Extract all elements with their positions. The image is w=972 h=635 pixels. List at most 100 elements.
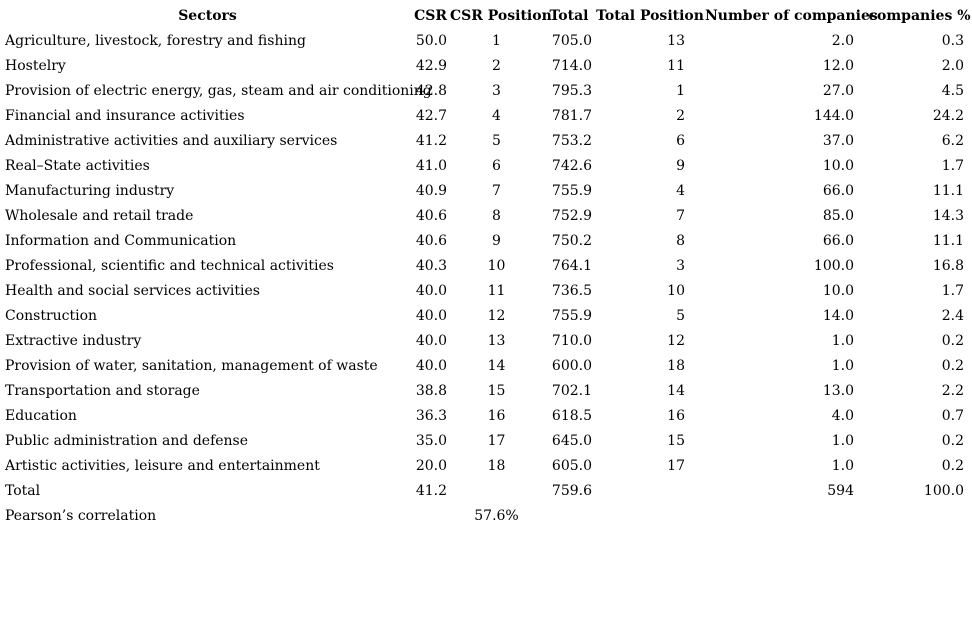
table-cell: Extractive industry: [5, 333, 142, 349]
table-cell: 85.0: [822, 208, 854, 224]
table-cell: 6.2: [941, 133, 964, 149]
table-cell: 41.2: [415, 483, 447, 499]
table-cell: 42.8: [415, 83, 447, 99]
table-cell: 5: [676, 308, 685, 324]
table-cell: 41.0: [415, 158, 447, 174]
table-cell: 40.6: [415, 208, 447, 224]
table-cell: 18: [667, 358, 685, 374]
table-cell: 10: [487, 258, 506, 274]
table-cell: 40.0: [415, 308, 447, 324]
table-cell: Provision of water, sanitation, manageme…: [5, 358, 378, 374]
table-cell: 11: [667, 58, 685, 74]
table-cell: 755.9: [551, 183, 592, 199]
table-cell: 12: [667, 333, 685, 349]
table-cell: 618.5: [551, 408, 592, 424]
table-cell: 14.0: [822, 308, 854, 324]
table-row: Provision of electric energy, gas, steam…: [5, 79, 972, 104]
table-cell: 752.9: [551, 208, 592, 224]
table-cell: 5: [492, 133, 501, 149]
table-cell: 14.3: [932, 208, 964, 224]
table-cell: 764.1: [551, 258, 592, 274]
table-row: Education 36.3 16 618.5 16 4.0 0.7: [5, 404, 972, 429]
table-cell: 14: [667, 383, 685, 399]
table-cell: 1.0: [831, 458, 854, 474]
table-cell: Agriculture, livestock, forestry and fis…: [5, 33, 306, 49]
column-header-total: Total: [549, 8, 589, 24]
table-cell: 42.9: [415, 58, 447, 74]
table-cell: 4: [492, 108, 501, 124]
table-cell: Pearson’s correlation: [5, 508, 157, 524]
table-cell: 50.0: [415, 33, 447, 49]
table-cell: 12.0: [822, 58, 854, 74]
table-row: Manufacturing industry 40.9 7 755.9 4 66.0 11.…: [5, 179, 972, 204]
table-cell: 1.0: [831, 358, 854, 374]
table-cell: 13: [487, 333, 506, 349]
column-header-number-of-companies: Number of companies: [705, 8, 878, 24]
column-header-total-position: Total Position: [596, 8, 704, 24]
table-cell: Information and Communication: [5, 233, 237, 249]
table-cell: 10: [667, 283, 685, 299]
table-cell: 6: [492, 158, 501, 174]
table-cell: 16: [667, 408, 685, 424]
table-cell: 40.9: [415, 183, 447, 199]
table-cell: 0.2: [941, 333, 964, 349]
table-cell: 795.3: [551, 83, 592, 99]
table-cell: 742.6: [551, 158, 592, 174]
table-cell: 755.9: [551, 308, 592, 324]
table-header-row: Sectors CSR CSR Position Total Total Pos…: [5, 4, 972, 29]
table-row: Professional, scientific and technical a…: [5, 254, 972, 279]
table-cell: 600.0: [551, 358, 592, 374]
table-cell: 2: [676, 108, 685, 124]
table-cell: 1: [676, 83, 685, 99]
table-cell: 8: [676, 233, 685, 249]
column-header-sectors: Sectors: [178, 8, 237, 24]
table-cell: 17: [487, 433, 506, 449]
table-cell: 1.0: [831, 433, 854, 449]
table-cell: Manufacturing industry: [5, 183, 175, 199]
table-row-pearson: Pearson’s correlation 57.6%: [5, 504, 972, 529]
table-cell: 750.2: [551, 233, 592, 249]
table-cell: 15: [487, 383, 506, 399]
table-cell: 16: [487, 408, 506, 424]
table-cell: [705, 504, 867, 529]
table-cell: 11.1: [932, 233, 964, 249]
table-cell: 7: [676, 208, 685, 224]
table-row: Artistic activities, leisure and enterta…: [5, 454, 972, 479]
table-cell: 1.7: [941, 158, 964, 174]
table-cell: 6: [676, 133, 685, 149]
table-row: Transportation and storage 38.8 15 702.1 14 1…: [5, 379, 972, 404]
column-header-csr: CSR: [414, 8, 447, 24]
table-cell: Education: [5, 408, 77, 424]
table-row: Real–State activities 41.0 6 742.6 9 10.0 1.7: [5, 154, 972, 179]
table-cell: 9: [676, 158, 685, 174]
table-cell: 3: [492, 83, 501, 99]
table-cell: 100.0: [923, 483, 964, 499]
table-cell: Health and social services activities: [5, 283, 260, 299]
table-cell: Construction: [5, 308, 98, 324]
table-cell: 16.8: [932, 258, 964, 274]
table-cell: 13.0: [822, 383, 854, 399]
table-cell: 17: [667, 458, 685, 474]
table-cell: Total: [5, 483, 41, 499]
table-cell: 9: [492, 233, 501, 249]
table-cell: 7: [492, 183, 501, 199]
table-row: Provision of water, sanitation, manageme…: [5, 354, 972, 379]
table-cell: [410, 504, 450, 529]
table-cell: 41.2: [415, 133, 447, 149]
table-cell: 0.2: [941, 358, 964, 374]
table-cell: 8: [492, 208, 501, 224]
table-cell: [595, 504, 705, 529]
table-cell: 38.8: [415, 383, 447, 399]
table-cell: 40.0: [415, 333, 447, 349]
column-header-csr-position: CSR Position: [450, 8, 552, 24]
table-cell: 40.0: [415, 358, 447, 374]
table-row: Wholesale and retail trade 40.6 8 752.9 7 85.…: [5, 204, 972, 229]
table-row: Public administration and defense 35.0 17 6…: [5, 429, 972, 454]
table-row: Health and social services activities 40.…: [5, 279, 972, 304]
table-cell: 3: [676, 258, 685, 274]
column-header-companies-percent: companies %: [868, 8, 971, 24]
table-cell: 2.0: [941, 58, 964, 74]
table-cell: 605.0: [551, 458, 592, 474]
table-cell: 11: [487, 283, 506, 299]
table-cell: 714.0: [551, 58, 592, 74]
